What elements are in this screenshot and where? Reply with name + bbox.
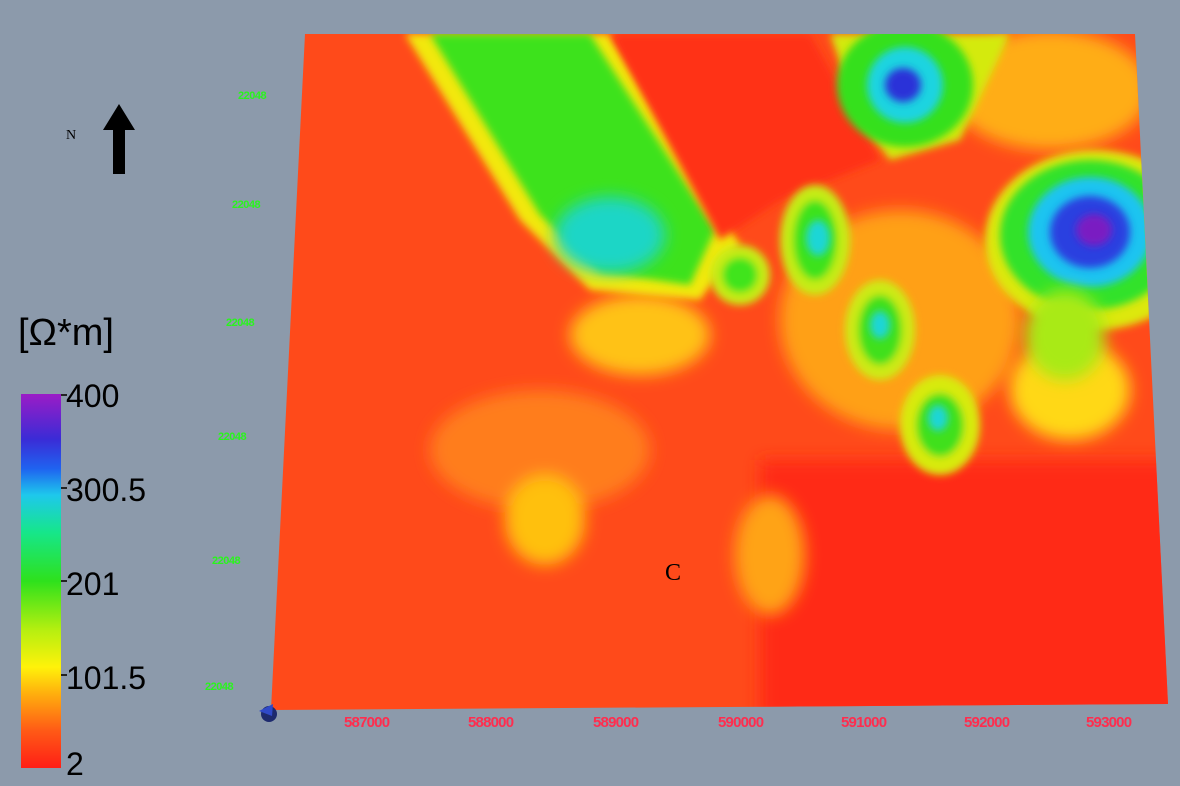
legend-unit-label: [Ω*m]	[18, 312, 114, 354]
point-c-label: C	[665, 560, 682, 586]
legend-tick-label: 101.5	[66, 660, 147, 696]
legend-tick-mark	[61, 487, 67, 489]
y-tick-label: 22048	[212, 555, 241, 567]
legend-tick-label: 201	[66, 566, 120, 602]
legend-tick-label: 400	[66, 378, 120, 414]
x-tick-label: 590000	[718, 714, 764, 731]
resistivity-surface	[271, 34, 1168, 710]
x-tick-label: 593000	[1086, 714, 1132, 731]
x-tick-label: 589000	[593, 714, 639, 731]
x-tick-label: 592000	[964, 714, 1010, 731]
y-tick-label: 22048	[238, 90, 267, 102]
origin-axis-marker	[259, 704, 273, 716]
y-tick-label: 22048	[232, 199, 261, 211]
legend-tick-label: 2	[66, 746, 84, 782]
north-indicator: N	[66, 104, 136, 176]
legend-tick-label: 300.5	[66, 472, 147, 508]
legend-tick-mark	[61, 580, 67, 582]
x-tick-label: 591000	[841, 714, 887, 731]
x-tick-label: 587000	[344, 714, 390, 731]
legend-colorbar	[21, 394, 61, 768]
y-tick-label: 22048	[218, 431, 247, 443]
y-tick-label: 22048	[226, 317, 255, 329]
legend-tick-mark	[61, 674, 67, 676]
x-tick-label: 588000	[468, 714, 514, 731]
north-arrow-icon	[103, 104, 135, 174]
legend-tick-mark	[61, 394, 67, 396]
north-label: N	[66, 128, 77, 143]
y-tick-label: 22048	[205, 681, 234, 693]
